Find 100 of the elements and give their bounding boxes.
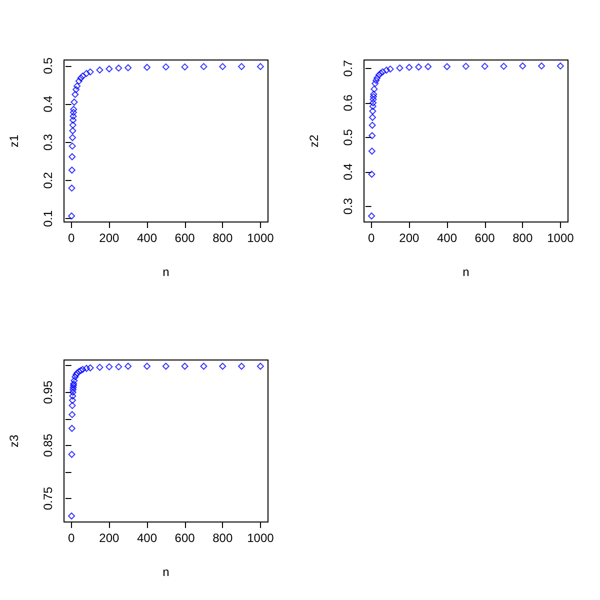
point — [68, 402, 76, 410]
point — [369, 102, 376, 110]
y-tick-label: 0.5 — [341, 128, 355, 146]
y-tick-label: 0.1 — [41, 210, 55, 228]
point — [377, 70, 384, 77]
point — [370, 93, 377, 100]
point — [379, 68, 386, 76]
point — [69, 396, 76, 404]
y-tick-label: 0.3 — [341, 198, 355, 215]
point — [70, 116, 77, 124]
point — [124, 64, 132, 72]
x-tick-label: 600 — [174, 231, 196, 245]
point — [519, 62, 526, 70]
y-axis-title: z1 — [7, 134, 21, 148]
x-tick-label: 400 — [136, 531, 158, 545]
x-tick-label: 800 — [212, 531, 233, 545]
point — [369, 114, 376, 121]
point — [96, 364, 104, 371]
point — [162, 362, 170, 370]
point — [219, 63, 226, 70]
point — [79, 366, 86, 373]
x-axis-title: n — [162, 565, 170, 579]
point — [69, 122, 76, 129]
y-tick-label: 0.4 — [341, 163, 355, 180]
x-tick-label: 0 — [68, 231, 76, 245]
point — [72, 86, 80, 94]
x-tick-label: 1000 — [547, 231, 574, 245]
point — [370, 99, 377, 106]
point — [481, 62, 488, 70]
y-tick-label: 0.75 — [41, 486, 55, 510]
x-tick-label: 200 — [399, 231, 420, 245]
point — [68, 450, 76, 458]
point — [424, 63, 432, 70]
point — [68, 166, 76, 174]
point — [200, 63, 208, 70]
point — [115, 363, 122, 370]
point — [74, 82, 81, 90]
point — [368, 170, 376, 178]
x-axis-title: n — [162, 265, 170, 279]
point — [106, 363, 113, 370]
point — [72, 373, 79, 380]
x-tick-label: 400 — [436, 231, 458, 245]
point — [96, 66, 104, 74]
point — [368, 212, 376, 220]
point — [370, 86, 378, 93]
point — [382, 66, 390, 74]
point — [106, 65, 113, 72]
point — [68, 512, 76, 520]
point — [82, 70, 90, 77]
x-tick-label: 800 — [512, 231, 533, 245]
x-tick-label: 800 — [212, 231, 233, 245]
point — [374, 74, 381, 82]
x-axis-title: n — [462, 265, 470, 279]
point — [368, 132, 376, 140]
point — [144, 64, 150, 71]
x-tick-label: 200 — [99, 531, 120, 545]
point — [238, 362, 246, 370]
point — [181, 362, 188, 370]
x-tick-label: 200 — [99, 231, 120, 245]
point — [79, 72, 86, 80]
y-tick-label: 0.2 — [41, 172, 55, 189]
point — [406, 64, 413, 71]
point — [69, 388, 76, 396]
point — [70, 98, 78, 106]
point — [256, 63, 264, 70]
point — [375, 71, 382, 78]
point — [556, 62, 564, 70]
x-tick-label: 0 — [368, 231, 376, 245]
point — [162, 63, 170, 70]
point — [70, 112, 77, 120]
point — [77, 367, 84, 374]
point — [372, 80, 379, 88]
x-tick-label: 600 — [474, 231, 496, 245]
point — [200, 362, 208, 370]
point — [368, 148, 376, 155]
point — [69, 134, 76, 142]
point — [369, 108, 376, 115]
point — [444, 63, 450, 70]
point — [462, 62, 470, 70]
point — [415, 64, 422, 70]
point — [219, 362, 226, 370]
point — [86, 364, 94, 372]
point — [86, 68, 94, 76]
point — [69, 392, 76, 400]
point — [68, 411, 76, 418]
point — [72, 90, 79, 98]
x-tick-label: 600 — [174, 531, 196, 545]
y-axis-title: z2 — [307, 134, 321, 148]
point — [500, 62, 508, 70]
point — [370, 90, 378, 98]
y-tick-label: 0.7 — [341, 60, 355, 77]
y-tick-label: 0.4 — [41, 95, 55, 112]
y-tick-label: 0.6 — [341, 94, 355, 112]
x-tick-label: 0 — [68, 531, 76, 545]
point — [75, 78, 82, 85]
point — [70, 377, 78, 384]
point — [68, 142, 76, 150]
point — [538, 62, 546, 70]
x-tick-label: 1000 — [247, 531, 274, 545]
point — [68, 212, 76, 220]
